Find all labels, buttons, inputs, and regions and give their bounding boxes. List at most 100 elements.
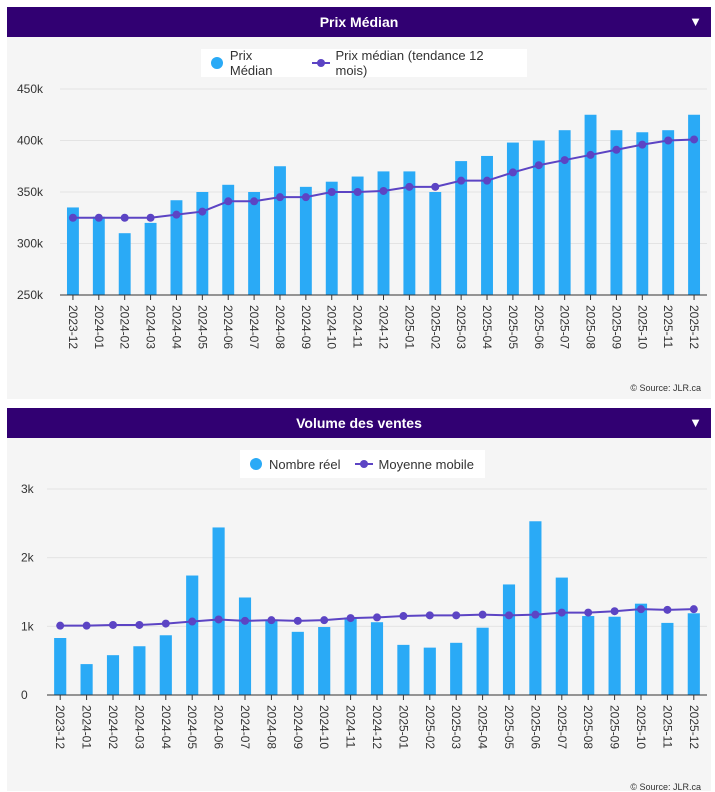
x-tick-label: 2025-03 [449,705,463,749]
x-tick-label: 2025-10 [634,705,648,749]
x-tick-label: 2025-08 [584,305,598,349]
x-tick-label: 2023-12 [66,305,80,349]
y-tick-label: 0 [21,688,28,702]
volume-ventes-header[interactable]: Volume des ventes ▼ [7,408,711,438]
bar-2023-12 [54,638,67,695]
prix-median-legend: Prix Médian Prix médian (tendance 12 moi… [201,48,527,78]
trend-point-2024-04 [161,619,170,628]
bar-2024-05 [196,192,209,295]
prix-median-panel: Prix Médian ▼ Prix Médian Prix médian (t… [7,7,711,399]
bar-2025-03 [450,642,463,695]
x-tick-label: 2024-05 [195,305,209,349]
bar-2025-10 [634,603,648,695]
volume-ventes-legend: Nombre réel Moyenne mobile [240,450,485,478]
trend-point-2024-07 [250,197,259,206]
x-tick-label: 2025-08 [581,705,595,749]
trend-point-2024-02 [120,213,129,222]
x-tick-label: 2024-04 [169,305,183,349]
x-tick-label: 2025-09 [608,705,622,749]
x-tick-label: 2024-09 [299,305,313,349]
bar-2025-07 [558,130,571,295]
x-tick-label: 2024-03 [132,705,146,749]
legend-label-tendance: Prix médian (tendance 12 mois) [335,48,484,78]
trend-point-2024-10 [320,616,329,625]
bar-2024-05 [186,575,199,695]
bar-2024-09 [291,631,304,695]
x-tick-label: 2024-05 [185,705,199,749]
legend-bar-marker [211,57,223,69]
trend-point-2024-12 [379,186,388,195]
trend-point-2025-05 [505,611,513,620]
chevron-down-icon[interactable]: ▼ [689,14,702,29]
trend-point-2024-05 [188,617,197,626]
source-credit[interactable]: © Source: JLR.ca [630,383,701,393]
volume-ventes-title: Volume des ventes [296,415,422,431]
trend-point-2025-04 [478,610,487,619]
bar-2025-11 [661,622,674,695]
trend-point-2024-06 [214,615,223,624]
prix-median-header[interactable]: Prix Médian ▼ [7,7,711,37]
trend-point-2024-09 [293,616,302,625]
legend-item-tendance[interactable]: Prix médian (tendance 12 mois) [311,48,517,78]
x-tick-label: 2025-05 [506,305,520,349]
bar-2025-01 [397,644,410,695]
bar-2024-01 [80,664,93,695]
x-tick-label: 2024-08 [264,705,278,749]
x-tick-label: 2025-04 [476,705,490,749]
x-tick-label: 2024-10 [325,305,339,349]
bar-2025-09 [608,616,621,695]
bar-2025-01 [403,171,416,295]
y-tick-label: 250k [17,288,44,302]
trend-point-2025-01 [399,612,408,621]
x-tick-label: 2024-02 [106,705,120,749]
trend-point-2024-11 [346,614,355,623]
x-tick-label: 2025-10 [635,305,649,349]
trend-point-2024-02 [109,620,117,629]
trend-point-2023-12 [68,213,77,222]
legend-item-nombre-reel[interactable]: Nombre réel [250,457,341,472]
trend-point-2024-04 [172,210,181,219]
x-tick-label: 2025-05 [502,705,516,749]
source-credit[interactable]: © Source: JLR.ca [630,782,701,792]
bar-2024-06 [222,184,235,295]
bar-2025-03 [455,161,468,295]
bar-2024-03 [133,646,146,695]
bar-2025-05 [502,584,516,695]
x-tick-label: 2024-07 [247,305,261,349]
trend-point-2024-10 [327,188,336,196]
trend-point-2023-12 [56,621,65,630]
y-tick-label: 300k [17,237,44,251]
x-tick-label: 2025-02 [428,305,442,349]
x-tick-label: 2025-03 [454,305,468,349]
y-tick-label: 400k [17,134,44,148]
x-tick-label: 2024-02 [118,305,132,349]
trend-point-2025-05 [508,168,517,177]
bar-2024-11 [344,617,357,695]
trend-point-2025-04 [483,176,492,185]
x-tick-label: 2024-03 [144,305,158,349]
x-tick-label: 2024-01 [80,705,94,749]
bar-2024-03 [144,222,157,295]
x-tick-label: 2025-06 [528,705,542,749]
x-tick-label: 2025-02 [423,705,437,749]
x-tick-label: 2025-04 [480,305,494,349]
y-tick-label: 3k [21,482,35,496]
x-tick-label: 2024-11 [344,705,358,748]
x-tick-label: 2023-12 [53,705,67,749]
y-tick-label: 350k [17,185,44,199]
legend-item-prix-median[interactable]: Prix Médian [211,48,298,78]
bar-2025-06 [529,521,542,695]
bar-2024-11 [351,176,364,295]
x-tick-label: 2024-09 [291,705,305,749]
bar-2024-01 [92,216,105,295]
trend-point-2025-08 [586,150,595,159]
legend-item-moyenne-mobile[interactable]: Moyenne mobile [354,457,474,472]
trend-point-2024-11 [353,188,362,196]
trend-point-2024-03 [146,213,155,222]
trend-point-2025-03 [457,176,466,185]
bar-2024-04 [159,635,172,695]
trend-point-2025-07 [560,156,569,165]
bar-2023-12 [66,207,79,295]
chevron-down-icon[interactable]: ▼ [689,415,702,430]
trend-point-2025-12 [690,135,699,144]
